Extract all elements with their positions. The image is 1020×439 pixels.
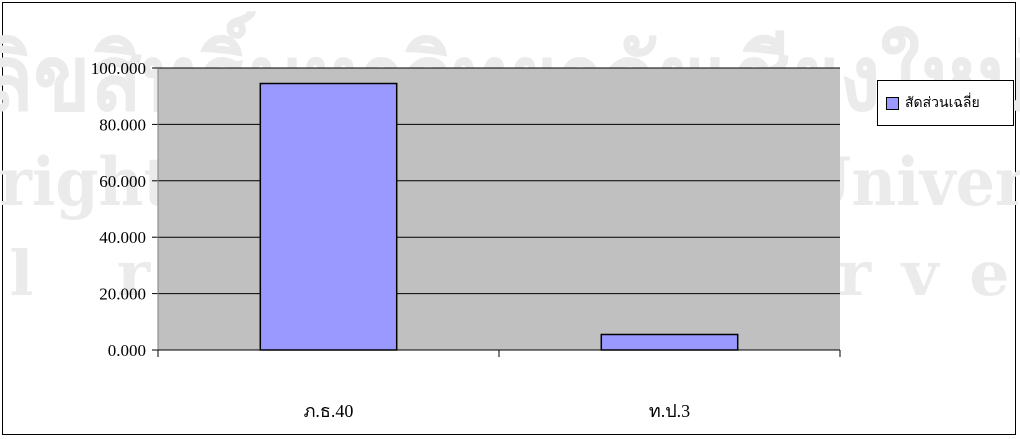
y-tick-label: 40.000 bbox=[99, 228, 146, 247]
bar bbox=[600, 333, 739, 351]
y-tick-label: 80.000 bbox=[99, 115, 146, 134]
bar bbox=[259, 82, 398, 351]
legend-label: สัดส่วนเฉลี่ย bbox=[905, 95, 980, 111]
legend: สัดส่วนเฉลี่ย bbox=[877, 80, 1014, 126]
y-tick-label: 60.000 bbox=[99, 172, 146, 191]
x-category-label: ภ.ธ.40 bbox=[304, 401, 354, 421]
y-tick-label: 0.000 bbox=[108, 341, 146, 360]
x-category-label: ท.ป.3 bbox=[649, 401, 690, 421]
y-tick-label: 100.000 bbox=[91, 59, 146, 78]
y-tick-label: 20.000 bbox=[99, 285, 146, 304]
plot-area: 0.000 20.000 40.000 60.000 80.000 100.000 ภ.ธ.… bbox=[91, 59, 841, 421]
legend-swatch bbox=[886, 96, 899, 110]
